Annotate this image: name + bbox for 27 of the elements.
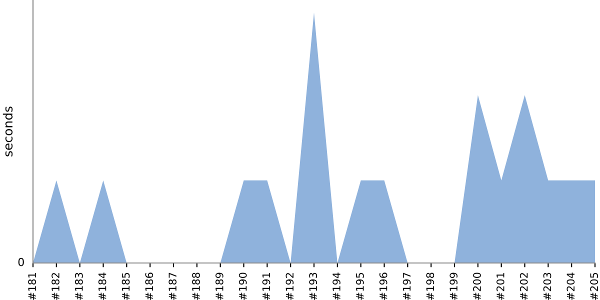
x-tick-label: #198 [426,272,434,300]
x-tick-label: #204 [566,272,575,300]
x-tick-label: #201 [496,272,504,300]
x-tick-label: #192 [286,273,294,300]
x-tick-label: #183 [74,272,83,300]
x-tick-label: #193 [309,272,318,300]
x-tick-label: #202 [520,273,528,300]
x-tick-label: #189 [215,272,224,300]
x-tick-label: #196 [379,272,388,300]
x-tick-label: #190 [238,272,247,300]
x-tick-label: #191 [262,272,270,300]
x-tick-label: #188 [192,272,200,300]
x-tick-label: #181 [28,272,36,300]
x-tick-label: #205 [590,272,598,300]
x-tick-label: #186 [145,272,154,300]
x-tick-label: #200 [473,272,481,300]
x-tick-label: #185 [122,272,130,300]
x-tick-label: #182 [52,273,60,300]
y-axis-title: seconds [2,106,13,156]
x-tick-label: #197 [402,272,411,300]
x-tick-label: #199 [450,272,458,300]
x-tick-label: #194 [332,272,340,300]
text: 0 [18,258,24,266]
x-tick-label: #195 [356,272,364,300]
x-tick-label: #203 [543,272,552,300]
x-tick-label: #184 [98,272,106,300]
x-tick-label: #187 [168,272,177,300]
